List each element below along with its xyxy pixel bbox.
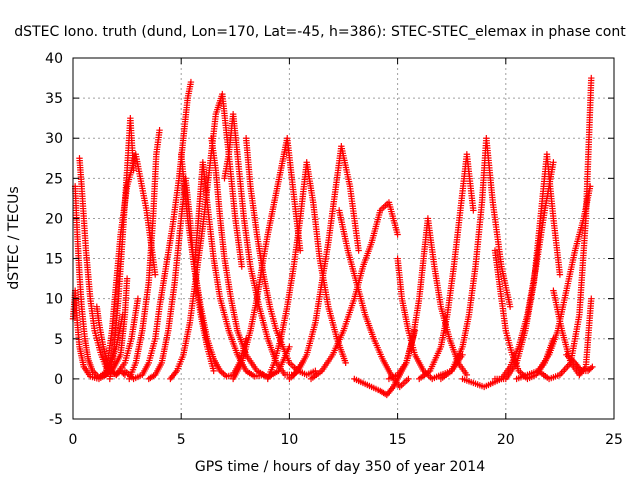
series-track	[242, 135, 319, 379]
y-tick-label: 40	[45, 51, 63, 67]
series-track	[208, 135, 293, 381]
x-axis-label: GPS time / hours of day 350 of year 2014	[195, 459, 485, 475]
x-tick-label: 25	[605, 432, 623, 448]
y-tick-label: 10	[45, 292, 63, 308]
series-track	[491, 151, 564, 383]
y-tick-label: 15	[45, 252, 63, 268]
interpolated-points	[221, 113, 305, 379]
x-tick-label: 5	[177, 432, 186, 448]
x-tick-label: 15	[389, 432, 407, 448]
interpolated-points	[439, 137, 513, 381]
y-tick-label: -5	[49, 412, 63, 428]
interpolated-points	[243, 137, 317, 378]
series-track	[563, 351, 596, 375]
x-tick-label: 0	[69, 432, 78, 448]
interpolated-points	[564, 353, 595, 375]
series-track	[286, 143, 362, 383]
interpolated-points	[76, 157, 141, 378]
series-track	[76, 155, 142, 379]
series-track	[437, 135, 514, 383]
grid-lines	[73, 58, 614, 419]
y-tick-label: 20	[45, 211, 63, 227]
y-tick-label: 0	[54, 372, 63, 388]
x-tick-label: 10	[280, 432, 298, 448]
series-track	[106, 114, 137, 383]
series-track	[229, 135, 304, 383]
x-tick-label: 20	[497, 432, 515, 448]
series-track	[416, 151, 477, 383]
y-tick-label: 5	[54, 332, 63, 348]
interpolated-points	[208, 137, 292, 380]
y-axis-label: dSTEC / TECUs	[6, 186, 22, 289]
interpolated-points	[387, 217, 469, 382]
interpolated-points	[493, 153, 563, 383]
x-axis-ticks: 0 5 10 15 20 25	[69, 58, 623, 448]
interpolated-points	[123, 81, 194, 382]
series-track	[264, 159, 349, 383]
interpolated-points	[106, 117, 137, 380]
data-points	[69, 74, 596, 399]
y-axis-ticks: -5 0 5 10 15 20 25 30 35 40	[45, 51, 614, 428]
series-track	[121, 78, 195, 383]
series-track	[394, 255, 466, 383]
interpolated-points	[287, 145, 362, 381]
series-track	[307, 199, 401, 383]
series-track	[167, 90, 245, 383]
interpolated-points	[417, 153, 477, 381]
chart-title: dSTEC Iono. truth (dund, Lon=170, Lat=-4…	[14, 24, 626, 40]
series-track	[535, 74, 595, 383]
series-track	[190, 159, 267, 380]
y-tick-label: 35	[45, 91, 63, 107]
plot-frame	[72, 57, 615, 420]
y-tick-label: 25	[45, 171, 63, 187]
y-tick-label: 30	[45, 131, 63, 147]
interpolated-points	[126, 129, 163, 380]
interpolated-points	[191, 161, 265, 380]
series-track	[126, 127, 163, 383]
